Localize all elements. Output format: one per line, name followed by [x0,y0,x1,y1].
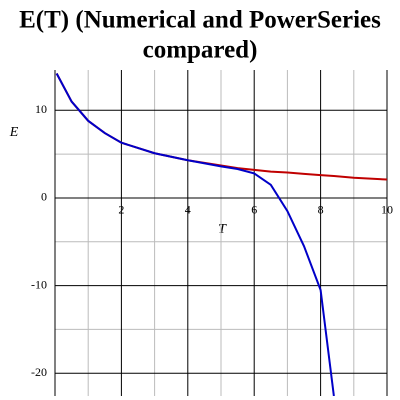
x-tick-label: 2 [118,203,124,217]
x-tick-label: 6 [251,203,257,217]
y-tick-label: -20 [31,365,47,379]
x-tick-label: 10 [381,203,393,217]
chart-title: compared) [143,37,258,64]
x-axis-label: T [218,222,227,237]
y-tick-label: 10 [35,102,47,116]
y-tick-label: 0 [41,190,47,204]
x-tick-label: 8 [318,203,324,217]
y-axis-label: E [9,125,19,140]
line [55,73,335,396]
chart-title: E(T) (Numerical and PowerSeries [19,7,381,34]
x-tick-label: 4 [185,203,191,217]
line [55,73,387,181]
y-tick-label: -10 [31,277,47,291]
